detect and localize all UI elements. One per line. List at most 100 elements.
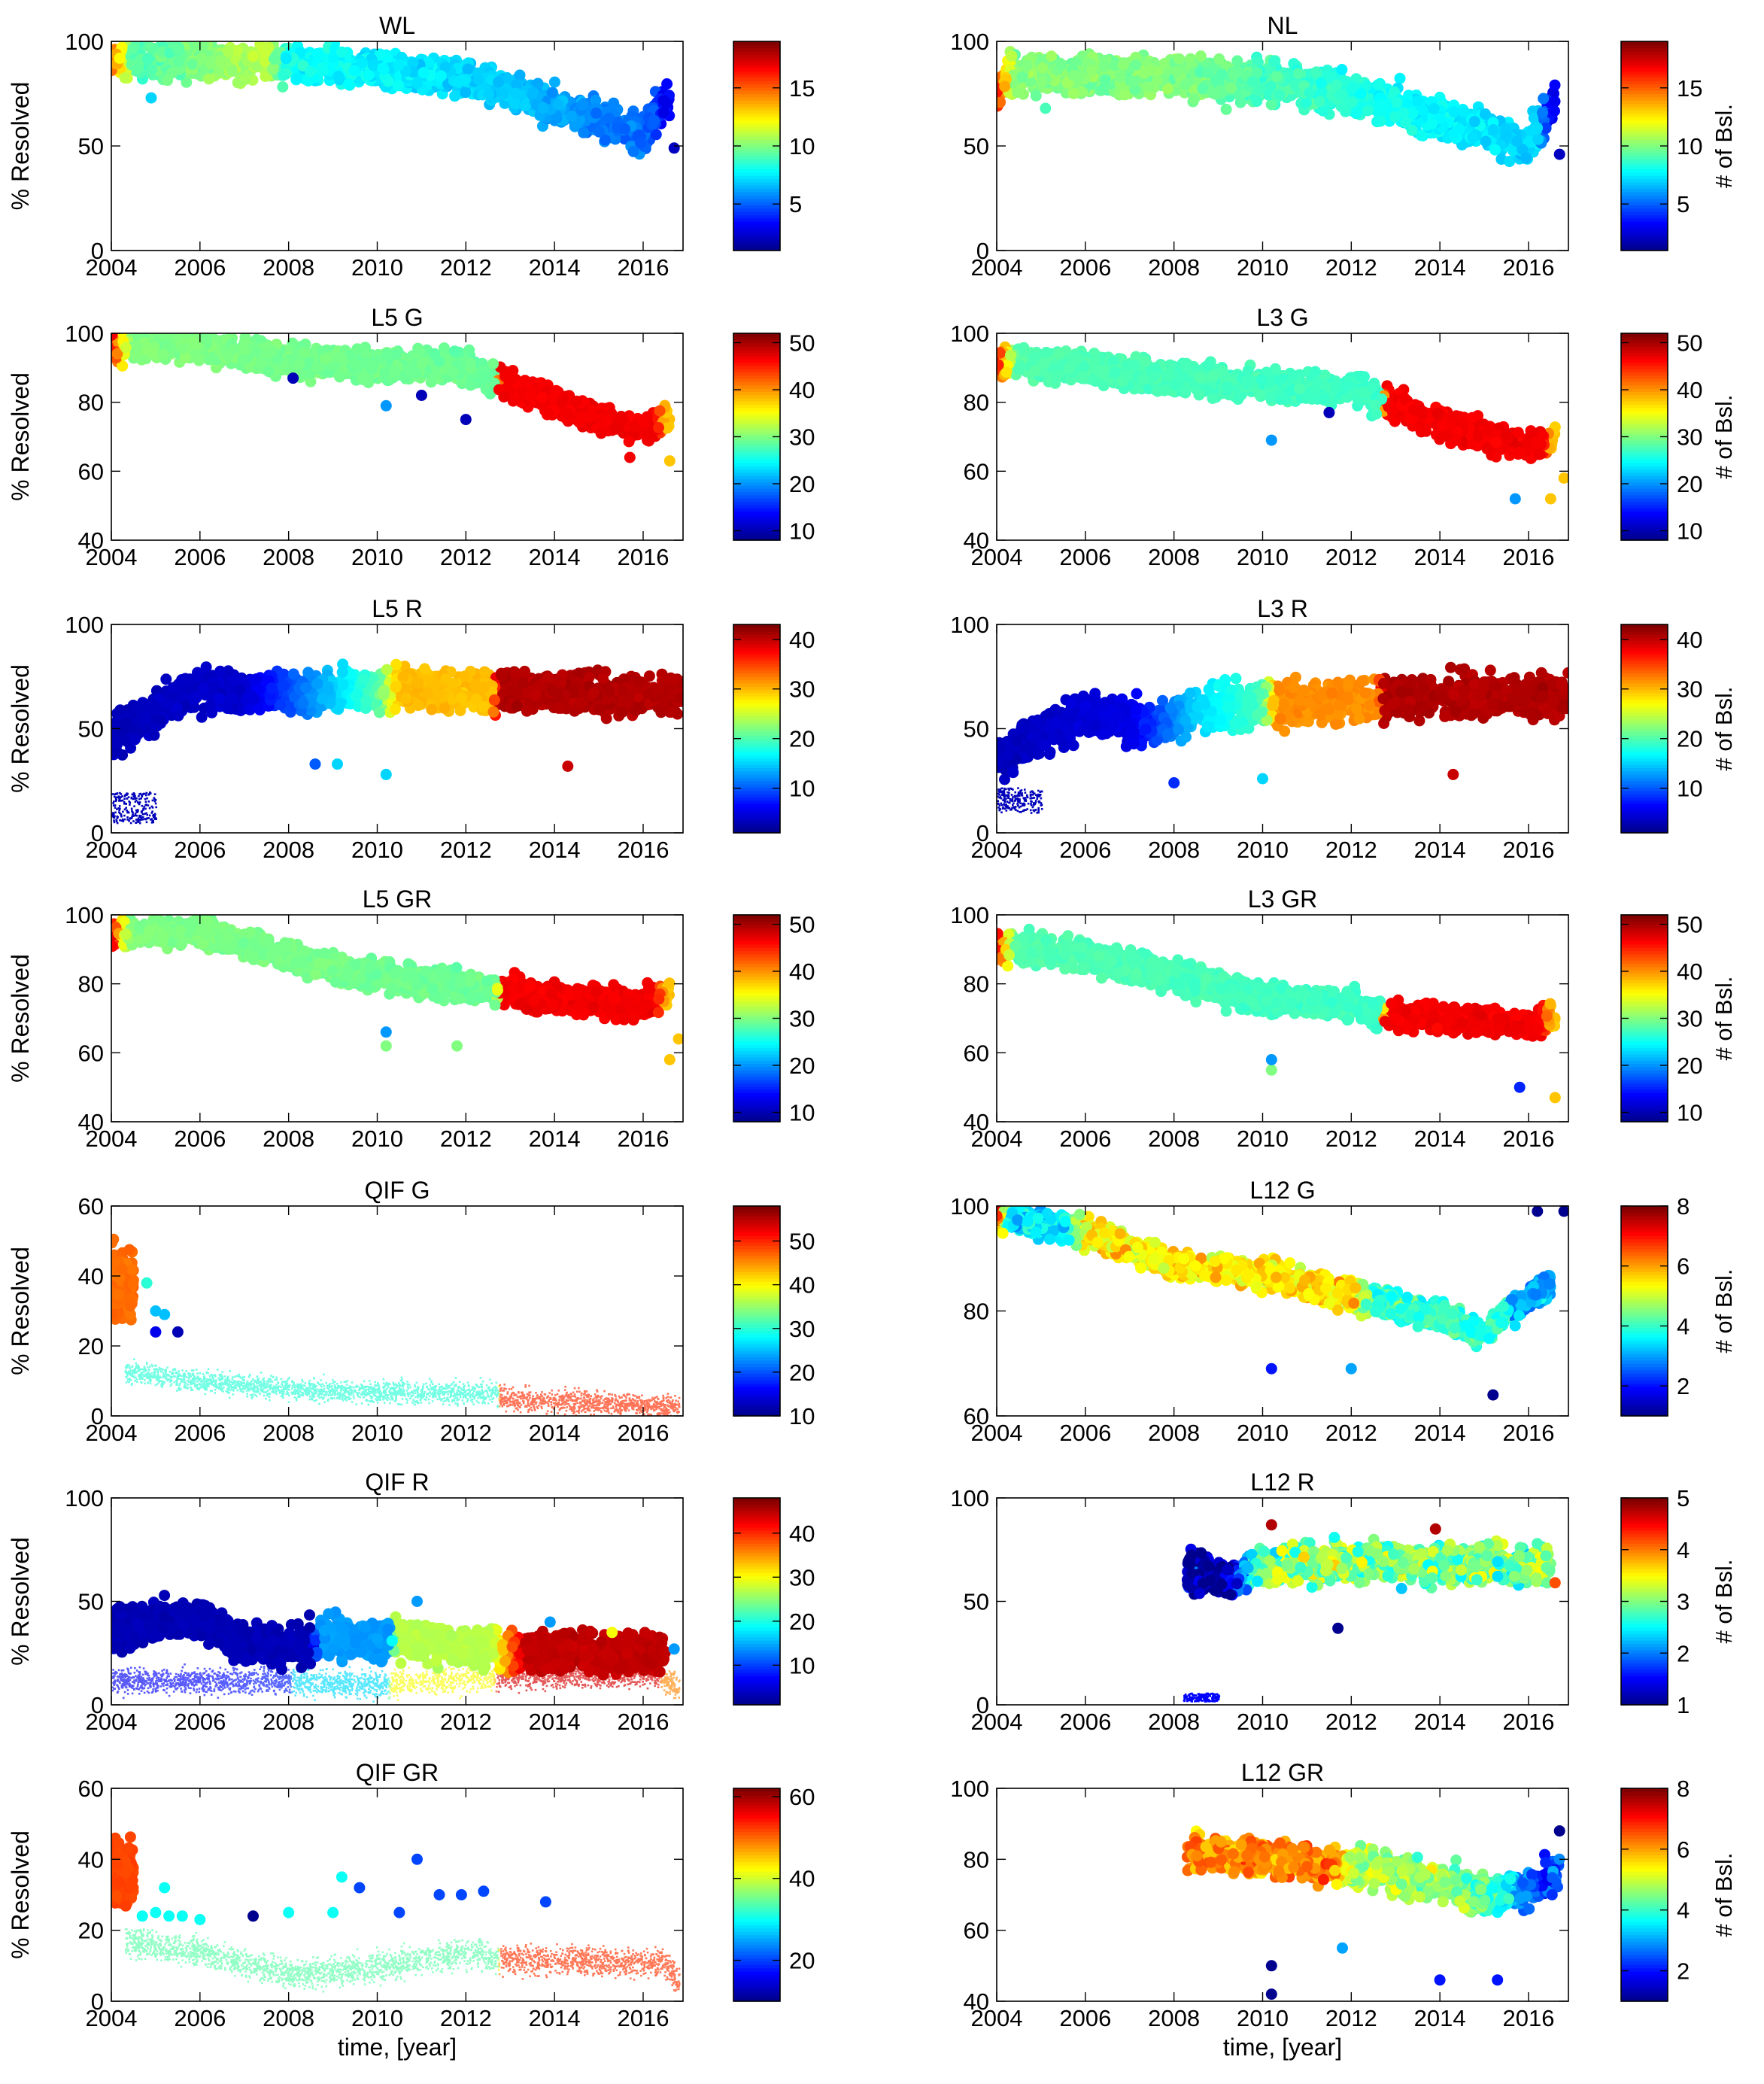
data-point [619,123,630,135]
data-point [1152,74,1164,87]
data-point [1227,69,1239,81]
colorbar-tick-label: 20 [789,471,815,497]
data-point [1371,116,1383,128]
colorbar-tick-label: 5 [1677,191,1690,217]
data-point [343,78,354,90]
colorbar-swatch [733,407,780,412]
data-point [201,333,213,344]
colorbar-swatch [733,90,780,95]
colorbar-swatch [733,67,780,71]
data-point [357,57,369,69]
colorbar-swatch [733,146,780,150]
data-point [145,64,157,76]
colorbar-swatch [733,208,780,212]
colorbar-swatch [1621,44,1668,49]
colorbar-swatch [733,414,780,418]
colorbar-tick-label: 30 [789,424,815,451]
data-point [367,59,379,71]
data-point [255,357,266,369]
colorbar-swatch [733,113,780,117]
data-point-outlier [624,451,636,463]
data-point [537,102,549,114]
x-tick-label: 2012 [440,254,492,281]
data-point [1448,106,1460,118]
data-point [550,384,562,396]
data-point [1489,144,1501,156]
colorbar-swatch [733,169,780,173]
colorbar-swatch [1621,81,1668,85]
data-point [1138,67,1150,79]
data-point [222,45,234,57]
colorbar-swatch [1621,166,1668,169]
colorbar-swatch [733,217,780,222]
colorbar-swatch [733,57,780,62]
data-point [231,44,243,56]
colorbar-swatch [1621,51,1668,55]
colorbar-swatch [1621,61,1668,65]
colorbar-swatch [733,129,780,134]
colorbar-swatch [733,224,780,229]
data-point [1076,85,1088,97]
data-point [1037,62,1049,74]
data-point [266,63,278,75]
data-point [650,129,662,141]
data-point [1532,122,1544,134]
data-point [1448,129,1460,141]
data-point [1055,59,1067,71]
data-point [1468,116,1480,128]
data-point [210,362,222,374]
data-point [1197,83,1209,95]
data-point [596,412,608,424]
data-point [1100,74,1112,86]
data-point [1532,133,1544,145]
data-point [414,345,426,357]
data-point [1130,59,1142,71]
x-tick-label: 2014 [529,544,581,570]
y-tick-label: 100 [65,320,104,347]
plot-area [111,41,680,160]
data-point [1119,89,1131,101]
data-point [1216,68,1228,81]
data-point [623,436,635,448]
data-point [214,55,226,67]
data-point [448,345,460,357]
data-point [648,114,660,126]
data-point [1549,96,1561,108]
data-point [374,48,386,60]
data-point [1185,53,1197,65]
colorbar-swatch [733,452,780,457]
data-point [132,340,144,352]
colorbar-swatch [1621,237,1668,242]
data-point [1389,86,1401,98]
colorbar-swatch [1621,247,1668,251]
colorbar-swatch [1621,41,1668,45]
x-tick-label: 2010 [1237,254,1289,281]
colorbar-swatch [733,491,780,496]
x-tick-label: 2006 [1059,254,1111,281]
colorbar-swatch [733,152,780,156]
colorbar-swatch [1621,103,1668,108]
colorbar-swatch [1621,126,1668,130]
data-point [356,372,368,384]
colorbar-swatch [1621,175,1668,180]
data-point [433,356,445,367]
data-point [172,56,184,68]
x-tick-label: 2008 [263,254,314,281]
data-point [280,53,292,65]
y-axis-label: % Resolved [7,372,34,501]
colorbar-swatch [1621,116,1668,120]
colorbar-swatch [733,401,780,406]
data-point [593,126,605,138]
data-point [250,59,263,71]
colorbar-swatch [1621,230,1668,235]
data-point [291,72,303,84]
colorbar-swatch [1621,110,1668,114]
colorbar-swatch [1621,106,1668,111]
data-point [293,358,305,370]
data-point [1511,135,1523,147]
colorbar-swatch [733,384,780,389]
data-point [438,342,450,354]
data-point [1301,96,1312,108]
